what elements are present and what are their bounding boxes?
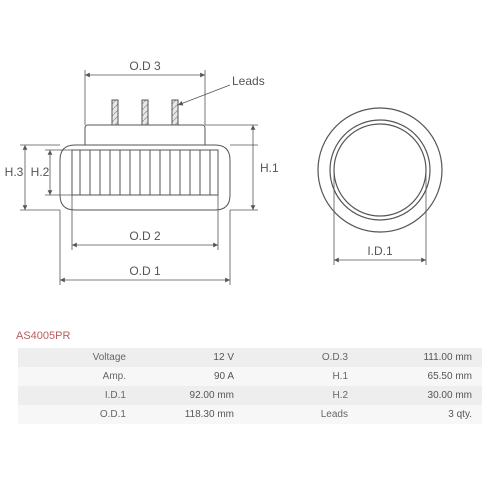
label-od3: O.D 3 <box>129 59 161 73</box>
table-row: O.D.1 118.30 mm Leads 3 qty. <box>18 405 482 424</box>
label-id1: I.D.1 <box>367 244 393 258</box>
label-leads: Leads <box>232 74 265 88</box>
spec-label: I.D.1 <box>18 390 138 401</box>
spec-value: 30.00 mm <box>360 390 482 401</box>
table-row: Voltage 12 V O.D.3 111.00 mm <box>18 348 482 367</box>
spec-label: O.D.1 <box>18 409 138 420</box>
spec-value: 92.00 mm <box>138 390 250 401</box>
spec-label: O.D.3 <box>250 352 360 363</box>
technical-drawing: O.D 3 Leads H.1 H.2 H.3 O.D 2 O.D 1 I.D.… <box>0 0 500 320</box>
spec-table: Voltage 12 V O.D.3 111.00 mm Amp. 90 A H… <box>18 348 482 424</box>
label-od1: O.D 1 <box>129 264 161 278</box>
spec-label: Voltage <box>18 352 138 363</box>
front-view <box>60 100 230 210</box>
label-od2: O.D 2 <box>129 229 161 243</box>
spec-value: 12 V <box>138 352 250 363</box>
part-number: AS4005PR <box>16 330 70 342</box>
side-view <box>318 108 442 232</box>
spec-label: Leads <box>250 409 360 420</box>
spec-label: Amp. <box>18 371 138 382</box>
label-h1: H.1 <box>260 161 279 175</box>
table-row: Amp. 90 A H.1 65.50 mm <box>18 367 482 386</box>
label-h3: H.3 <box>5 165 24 179</box>
drawing-svg: O.D 3 Leads H.1 H.2 H.3 O.D 2 O.D 1 I.D.… <box>0 0 500 320</box>
spec-label: H.2 <box>250 390 360 401</box>
label-h2: H.2 <box>31 165 50 179</box>
spec-label: H.1 <box>250 371 360 382</box>
spec-value: 65.50 mm <box>360 371 482 382</box>
spec-value: 111.00 mm <box>360 352 482 363</box>
spec-value: 90 A <box>138 371 250 382</box>
table-row: I.D.1 92.00 mm H.2 30.00 mm <box>18 386 482 405</box>
spec-value: 3 qty. <box>360 409 482 420</box>
spec-value: 118.30 mm <box>138 409 250 420</box>
